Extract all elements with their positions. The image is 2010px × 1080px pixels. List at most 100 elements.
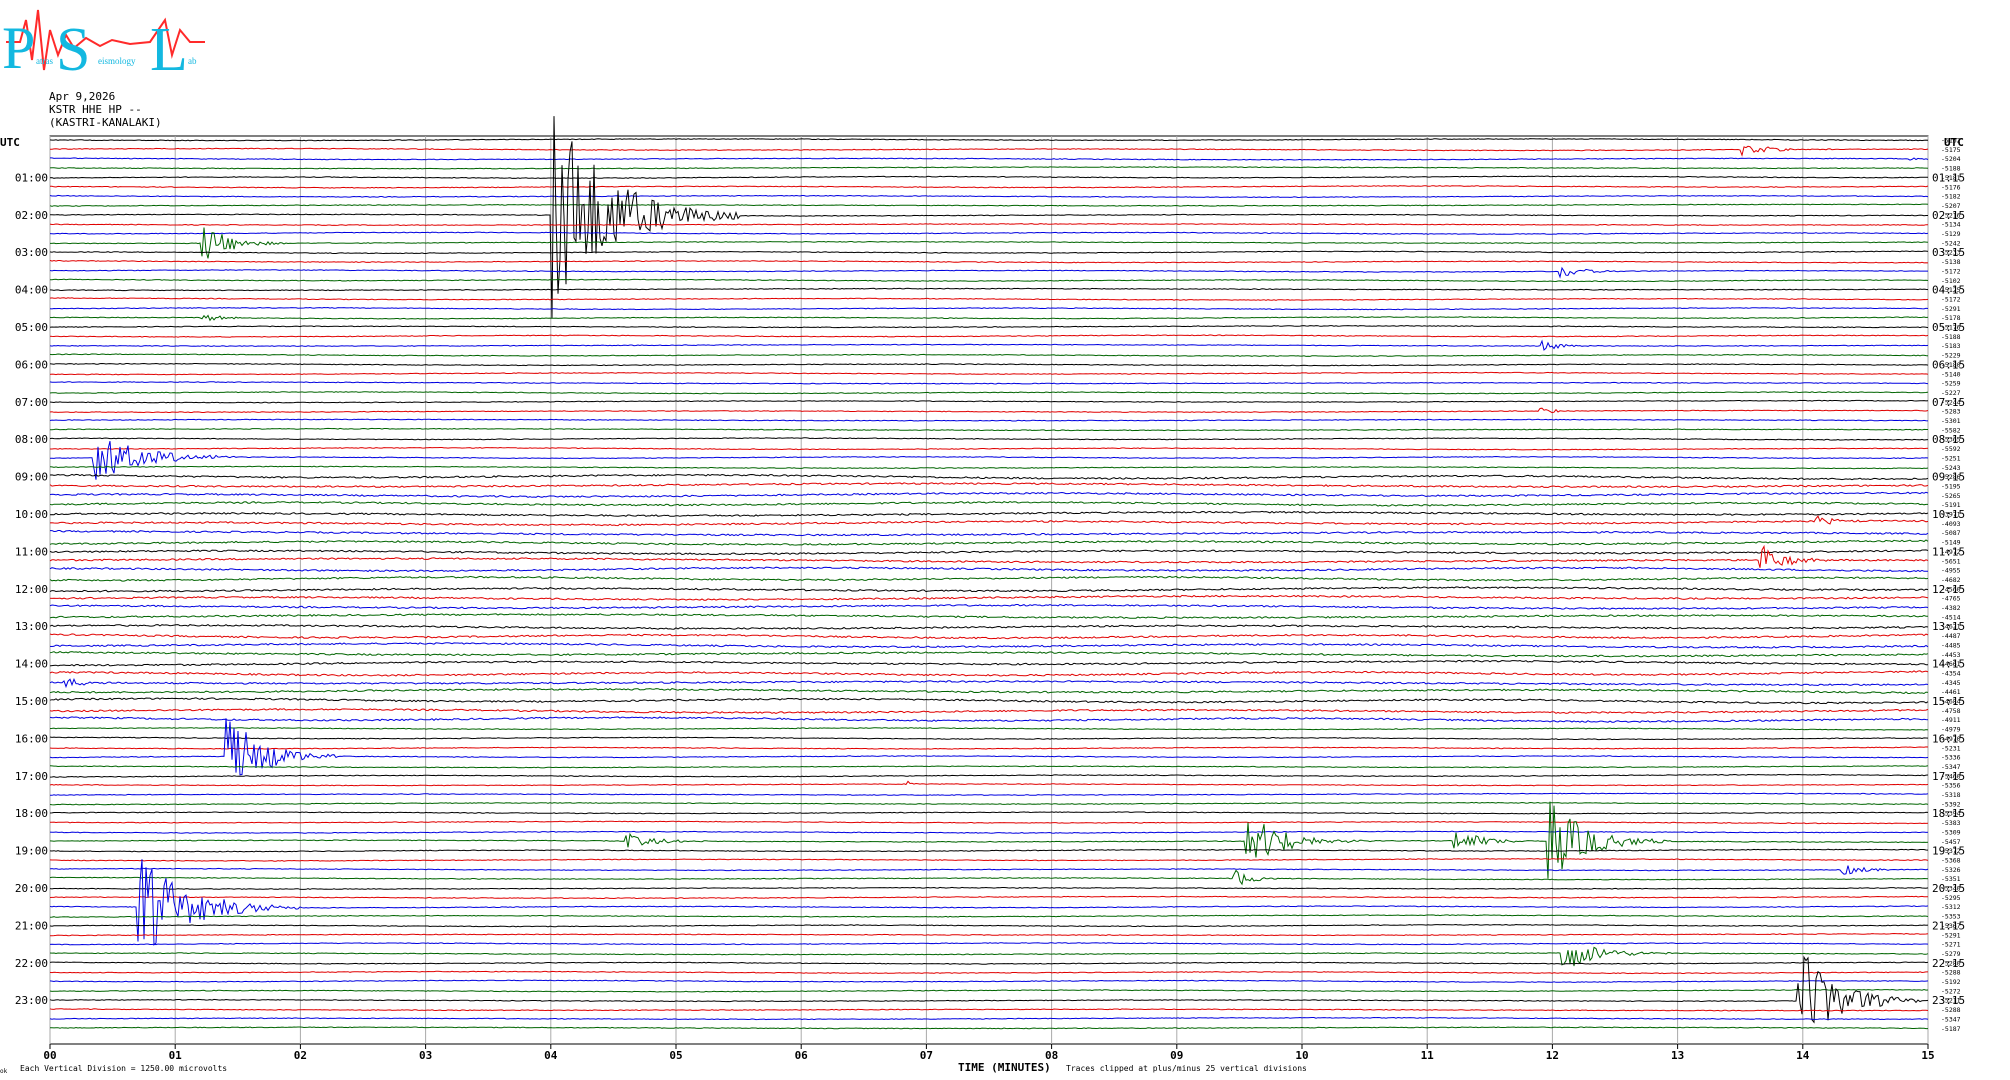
right-hour-label: 12:15 [1932, 583, 1965, 596]
seismic-trace [49, 399, 1929, 404]
trace-offset-label: -5087 [1941, 529, 1961, 537]
seismic-trace [49, 708, 1929, 714]
trace-offset-label: -5312 [1941, 903, 1961, 911]
left-hour-label: 08:00 [15, 433, 48, 446]
seismic-trace [49, 371, 1929, 376]
right-hour-label: 18:15 [1932, 807, 1965, 820]
seismic-trace [49, 175, 1929, 179]
trace-offset-label: -5251 [1941, 454, 1961, 462]
trace-offset-label: -5340 [1941, 885, 1961, 893]
trace-offset-label: -5227 [1941, 389, 1961, 397]
seismic-trace [49, 603, 1929, 610]
trace-offset-label: -5394 [1941, 810, 1961, 818]
seismic-trace [49, 231, 1929, 235]
right-hour-label: 08:15 [1932, 433, 1965, 446]
left-hour-label: 23:00 [15, 994, 48, 1007]
left-hour-label: 09:00 [15, 471, 48, 484]
seismic-trace [49, 865, 1929, 875]
left-hour-label: 11:00 [15, 545, 48, 558]
seismic-trace [50, 278, 1929, 283]
trace-offset-label: -5259 [1941, 380, 1961, 388]
trace-offset-label: -4682 [1941, 576, 1961, 584]
trace-offset-label: -5295 [1941, 894, 1961, 902]
seismic-trace [49, 566, 1929, 573]
left-hour-label: 13:00 [15, 620, 48, 633]
seismic-trace [50, 932, 1929, 937]
trace-offset-label: -5243 [1941, 464, 1961, 472]
seismic-trace [50, 427, 1928, 432]
left-hour-label: 10:00 [15, 508, 48, 521]
seismic-trace [49, 381, 1929, 385]
seismic-trace [49, 185, 1929, 189]
seismic-trace [49, 407, 1929, 414]
left-hour-label: 21:00 [15, 919, 48, 932]
x-tick-label: 11 [1421, 1049, 1435, 1062]
seismic-trace [49, 575, 1929, 582]
logo-letter-p: P [2, 15, 35, 81]
seismic-trace [49, 801, 1929, 806]
seismic-trace [49, 287, 1929, 292]
seismic-trace [49, 482, 1929, 489]
seismic-trace [49, 339, 1929, 351]
seismic-trace [49, 266, 1928, 279]
trace-offset-label: -5207 [1941, 202, 1961, 210]
seismic-trace [50, 792, 1929, 796]
trace-offset-label: -4955 [1941, 567, 1961, 575]
trace-offset-label: -5204 [1941, 155, 1961, 163]
seismic-trace [49, 716, 1929, 723]
seismic-trace [49, 624, 1929, 630]
seismic-trace [49, 765, 1929, 769]
grid [49, 135, 1929, 1049]
trace-offset-label: -5195 [1941, 482, 1961, 490]
trace-offset-label: -5129 [1941, 230, 1961, 238]
x-tick-label: 10 [1295, 1049, 1308, 1062]
right-hour-label: 15:15 [1932, 695, 1965, 708]
trace-offset-label: -4485 [1941, 641, 1961, 649]
seismic-trace [49, 773, 1929, 778]
seismic-trace [49, 223, 1928, 227]
seismic-trace [49, 539, 1929, 546]
left-hour-label: 15:00 [15, 695, 48, 708]
seismic-trace [49, 116, 1928, 319]
x-tick-label: 03 [419, 1049, 432, 1062]
logo-word-3: ab [188, 56, 197, 66]
seismic-trace [49, 437, 1929, 441]
seismic-trace [49, 718, 1929, 776]
right-utc-title: UTC [1944, 136, 1964, 149]
trace-offset-label: -5178 [1941, 314, 1961, 322]
header-station: KSTR HHE HP -- [49, 103, 142, 116]
left-hour-label: 01:00 [15, 171, 48, 184]
trace-offset-label: -5187 [1941, 1025, 1961, 1033]
x-tick-label: 08 [1045, 1049, 1058, 1062]
trace-offset-label: -4979 [1941, 726, 1961, 734]
trace-offset-label: -5457 [1941, 838, 1961, 846]
trace-offset-label: -5211 [1941, 997, 1961, 1005]
right-hour-label: 14:15 [1932, 658, 1965, 671]
seismic-trace [49, 942, 1929, 946]
trace-offset-label: -5301 [1941, 417, 1961, 425]
logo-word-1: atras [36, 56, 53, 66]
right-hour-label: 04:15 [1932, 284, 1965, 297]
seismic-trace [49, 1016, 1929, 1021]
trace-offset-label: -5138 [1941, 258, 1961, 266]
trace-offset-label: -5176 [1941, 183, 1961, 191]
trace-offset-label: -5336 [1941, 754, 1961, 762]
trace-offset-label: -5180 [1941, 361, 1961, 369]
trace-offset-label: -5125 [1941, 286, 1961, 294]
seismic-trace [49, 780, 1929, 787]
logo-letter-s: S [56, 16, 90, 82]
seismic-trace [49, 549, 1929, 556]
trace-offset-label: -4354 [1941, 669, 1961, 677]
seismic-trace [49, 586, 1929, 593]
trace-offset-label: -5318 [1941, 791, 1961, 799]
right-hour-label: 01:15 [1932, 171, 1965, 184]
trace-offset-label: -5651 [1941, 557, 1961, 565]
right-hour-label: 02:15 [1932, 209, 1965, 222]
seismic-trace [49, 848, 1929, 853]
seismic-trace [49, 727, 1929, 731]
trace-offset-label: -5367 [1941, 922, 1961, 930]
left-hour-label: 06:00 [15, 358, 48, 371]
seismic-trace [49, 325, 1929, 329]
trace-offset-label: -5460 [1941, 772, 1961, 780]
